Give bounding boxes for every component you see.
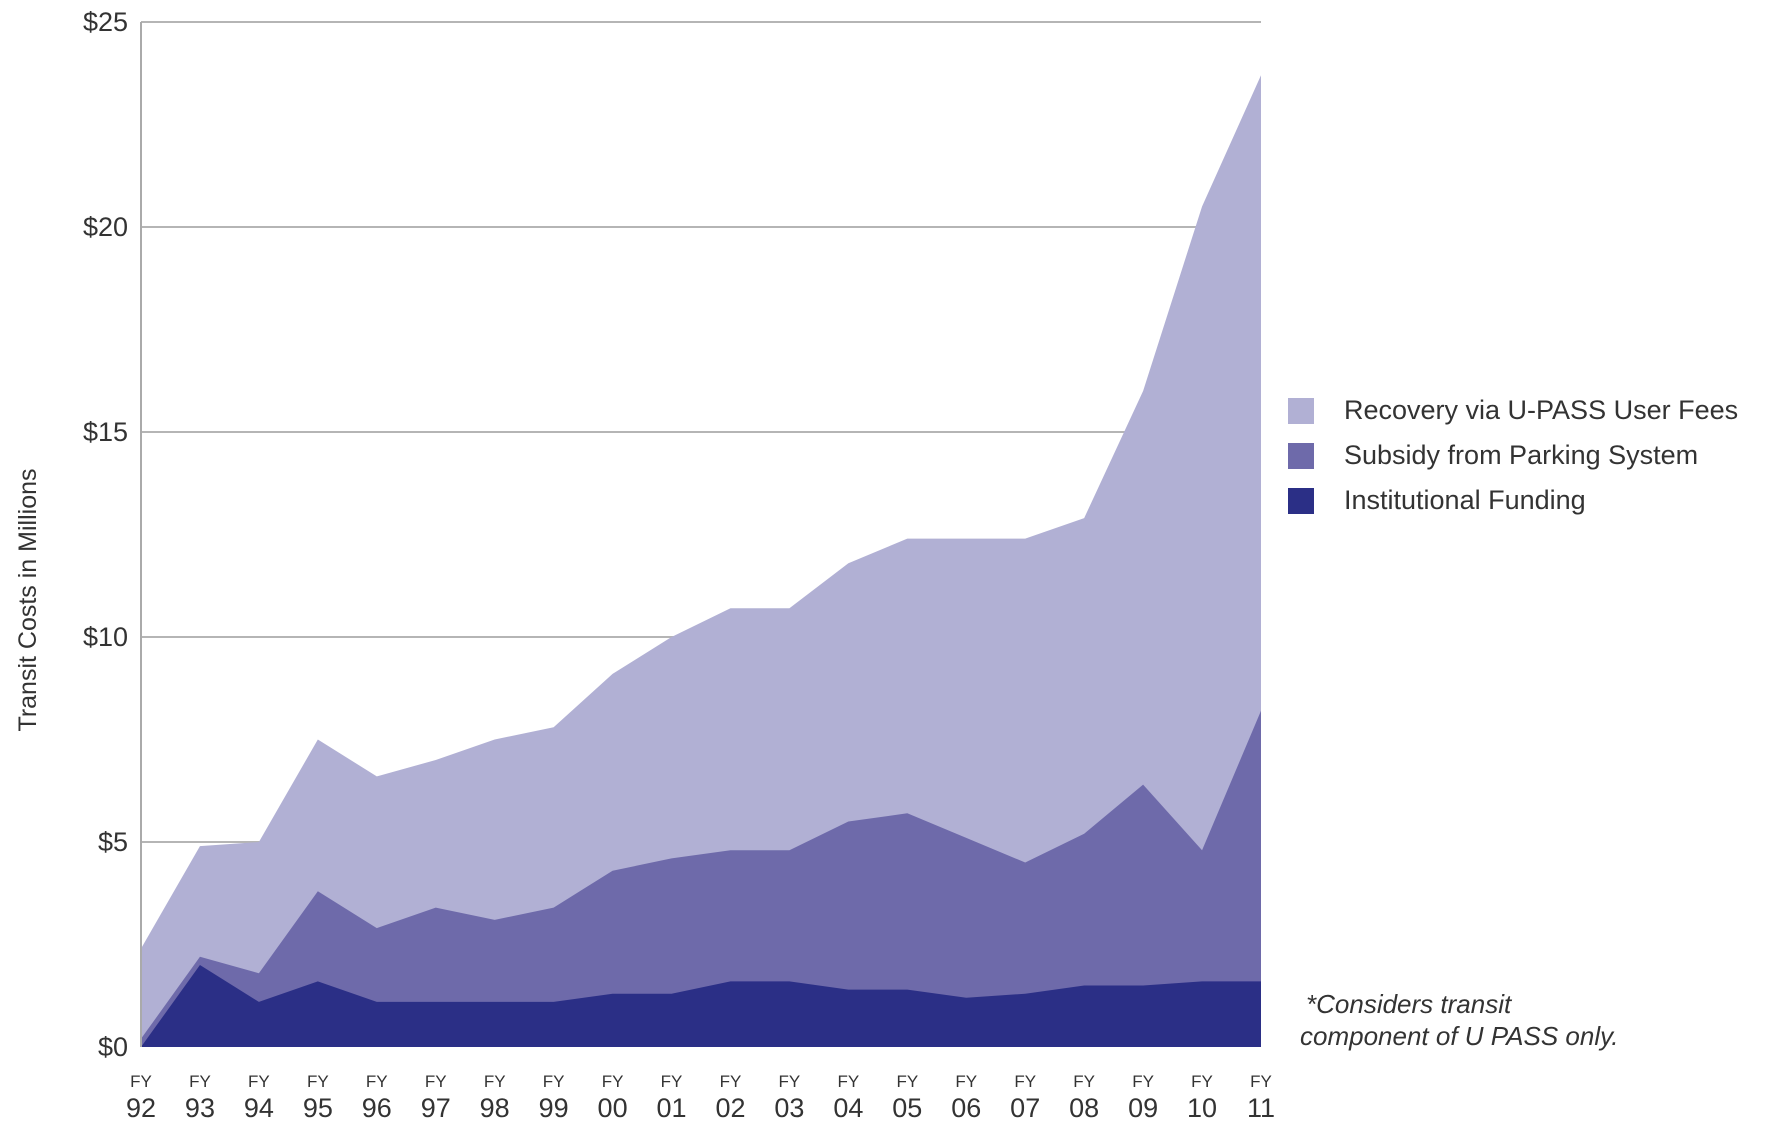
footnote-line-1: Considers transit [1316,989,1512,1019]
x-tick-label-prefix: FY [543,1072,565,1091]
legend-swatch-subsidy [1288,442,1314,469]
x-tick-label-prefix: FY [720,1072,742,1091]
area-series [141,75,1261,1048]
x-tick-label-prefix: FY [602,1072,624,1091]
x-tick-label-prefix: FY [838,1072,860,1091]
x-tick-label-year: 92 [126,1093,156,1123]
x-tick-label-prefix: FY [248,1072,270,1091]
x-tick-label-year: 11 [1247,1093,1275,1123]
area-recovery-via-u-pass-user-fees [141,75,1261,1048]
x-tick-label-prefix: FY [779,1072,801,1091]
legend-label-institutional: Institutional Funding [1344,485,1586,515]
legend-swatch-institutional [1288,487,1314,514]
area-subsidy-from-parking-system [141,710,1261,1047]
footnote-annotation: *Considers transit component of U PASS o… [1300,988,1618,1052]
legend: Recovery via U-PASS User Fees Subsidy fr… [1288,388,1738,523]
legend-item-subsidy: Subsidy from Parking System [1288,433,1738,478]
x-tick-label-year: 07 [1010,1093,1040,1123]
x-tick-label-prefix: FY [1073,1072,1095,1091]
x-tick-label-year: 00 [598,1093,628,1123]
x-tick-label-year: 10 [1187,1093,1217,1123]
y-axis-ticks: $0 $5 $10 $15 $20 $25 [83,7,128,1062]
x-tick-label-year: 95 [303,1093,333,1123]
y-axis-label: Transit Costs in Millions [14,468,42,731]
y-tick-label: $0 [98,1032,128,1062]
x-tick-label-prefix: FY [307,1072,329,1091]
x-tick-label-year: 08 [1069,1093,1099,1123]
x-tick-label-prefix: FY [425,1072,447,1091]
y-tick-label: $5 [98,827,128,857]
x-tick-label-year: 96 [362,1093,392,1123]
y-tick-label: $15 [83,417,128,447]
x-tick-label-prefix: FY [955,1072,977,1091]
x-tick-label-prefix: FY [130,1072,152,1091]
x-tick-label-year: 02 [715,1093,745,1123]
x-tick-label-prefix: FY [1014,1072,1036,1091]
legend-swatch-recovery [1288,397,1314,424]
x-tick-label-prefix: FY [1191,1072,1213,1091]
legend-item-institutional: Institutional Funding [1288,478,1738,523]
x-tick-label-prefix: FY [896,1072,918,1091]
legend-label-recovery: Recovery via U-PASS User Fees [1344,395,1739,425]
legend-label-subsidy: Subsidy from Parking System [1344,440,1699,470]
x-tick-label-prefix: FY [484,1072,506,1091]
x-tick-label-year: 06 [951,1093,981,1123]
x-tick-label-prefix: FY [366,1072,388,1091]
area-institutional-funding [141,965,1261,1047]
y-tick-label: $20 [83,212,128,242]
x-tick-label-year: 03 [774,1093,804,1123]
x-tick-label-year: 99 [539,1093,569,1123]
x-tick-label-year: 09 [1128,1093,1158,1123]
x-tick-label-year: 01 [657,1093,687,1123]
legend-item-recovery: Recovery via U-PASS User Fees [1288,388,1738,433]
x-tick-label-year: 94 [244,1093,274,1123]
x-tick-label-year: 98 [480,1093,510,1123]
x-axis-ticks: FY 92 FY 93 FY 94 FY 95 FY 96 FY 97 FY 98 FY 99 FY 00 FY 01… [126,1072,1275,1123]
x-tick-label-year: 05 [892,1093,922,1123]
y-tick-label: $10 [83,622,128,652]
x-tick-label-prefix: FY [189,1072,211,1091]
x-tick-label-year: 04 [833,1093,863,1123]
x-tick-label-prefix: FY [661,1072,683,1091]
x-tick-label-year: 93 [185,1093,215,1123]
footnote-marker: * [1306,989,1317,1019]
x-tick-label-prefix: FY [1132,1072,1154,1091]
x-tick-label-prefix: FY [1250,1072,1272,1091]
x-tick-label-year: 97 [421,1093,451,1123]
footnote-line-2: component of U PASS only. [1300,1021,1619,1051]
y-tick-label: $25 [83,7,128,37]
